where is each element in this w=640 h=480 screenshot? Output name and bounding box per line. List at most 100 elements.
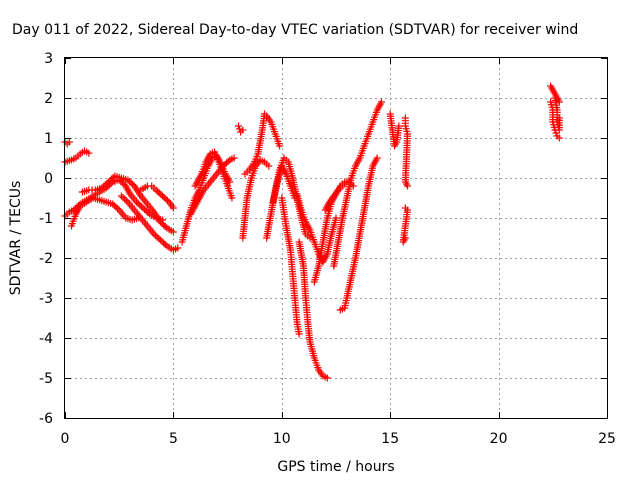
data-point xyxy=(161,241,169,248)
data-point xyxy=(169,204,177,212)
data-point xyxy=(122,197,130,204)
data-point xyxy=(160,194,168,201)
data-point xyxy=(224,158,232,165)
data-point xyxy=(133,198,141,206)
data-point xyxy=(144,209,152,216)
x-tick-label: 10 xyxy=(273,431,291,447)
data-point xyxy=(121,195,129,203)
series-arc-9 xyxy=(187,154,238,218)
data-point xyxy=(161,223,169,230)
series-arc-28 xyxy=(551,94,563,134)
data-point xyxy=(136,201,144,209)
series-arc-24 xyxy=(401,114,412,190)
data-point xyxy=(404,182,412,190)
data-point xyxy=(134,200,142,207)
series-arc-16 xyxy=(278,194,303,338)
x-tick-label: 0 xyxy=(61,431,70,447)
data-point xyxy=(234,122,242,130)
y-tick-label: -3 xyxy=(39,291,53,307)
data-point xyxy=(228,194,236,202)
data-point xyxy=(295,330,303,338)
data-point xyxy=(153,233,161,241)
data-point xyxy=(152,232,160,239)
data-point xyxy=(119,194,127,201)
x-tick-label: 15 xyxy=(381,431,399,447)
data-point xyxy=(276,142,284,150)
data-point xyxy=(112,203,120,211)
y-tick-label: 0 xyxy=(44,171,53,187)
y-tick-label: 3 xyxy=(44,51,53,67)
data-point xyxy=(160,221,168,229)
data-point xyxy=(150,230,158,238)
data-point xyxy=(99,183,107,190)
series-arc-10 xyxy=(191,148,236,202)
data-point xyxy=(332,214,340,222)
data-point xyxy=(401,234,409,242)
data-point xyxy=(157,191,165,198)
x-tick-label: 5 xyxy=(169,431,178,447)
data-point xyxy=(108,175,116,183)
data-point xyxy=(163,197,171,204)
y-tick-label: -5 xyxy=(39,371,53,387)
data-point xyxy=(127,179,135,187)
data-point xyxy=(156,218,164,226)
data-point xyxy=(124,176,132,184)
series-arc-4 xyxy=(68,194,143,230)
data-points xyxy=(61,82,563,382)
data-point xyxy=(555,114,563,122)
data-point xyxy=(159,192,167,200)
data-point xyxy=(395,122,403,130)
y-tick-label: -2 xyxy=(39,251,53,267)
data-point xyxy=(139,204,147,212)
series-arc-2 xyxy=(61,147,93,166)
data-point xyxy=(103,180,111,187)
data-point xyxy=(109,200,117,208)
data-point xyxy=(555,134,563,142)
data-point xyxy=(174,244,182,252)
data-point xyxy=(154,188,162,195)
data-point xyxy=(239,126,247,134)
data-point xyxy=(101,181,109,189)
data-point xyxy=(265,162,273,170)
y-tick-label: 2 xyxy=(44,91,53,107)
data-point xyxy=(552,129,560,137)
data-point xyxy=(142,207,150,215)
y-axis-tick-labels: -6 -5 -4 -3 -2 -1 0 1 2 3 xyxy=(39,51,53,427)
data-point xyxy=(378,98,386,106)
series-arc-13 xyxy=(241,110,284,178)
data-point xyxy=(155,189,163,197)
series-arc-7 xyxy=(137,182,177,212)
data-point xyxy=(343,178,351,186)
data-point xyxy=(169,228,177,236)
series-arc-25 xyxy=(399,204,412,246)
data-point xyxy=(236,125,244,133)
data-point xyxy=(349,182,357,190)
x-tick-label: 25 xyxy=(598,431,616,447)
data-point xyxy=(323,374,331,382)
data-point xyxy=(118,179,126,187)
data-point xyxy=(223,159,231,167)
data-point xyxy=(555,98,563,106)
series-arc-27 xyxy=(547,98,563,142)
data-point xyxy=(158,238,166,245)
data-point xyxy=(155,235,163,242)
y-tick-label: 1 xyxy=(44,131,53,147)
chart-title: Day 011 of 2022, Sidereal Day-to-day VTE… xyxy=(12,22,578,38)
data-point xyxy=(137,203,145,210)
x-tick-label: 20 xyxy=(490,431,508,447)
x-axis-tick-labels: 0 5 10 15 20 25 xyxy=(61,431,616,447)
data-point xyxy=(141,206,149,213)
series-arc-15 xyxy=(269,162,299,206)
data-point xyxy=(230,154,238,162)
data-point xyxy=(117,192,125,200)
series-arc-6 xyxy=(117,192,182,254)
series-arc-20 xyxy=(336,154,381,314)
data-point xyxy=(152,186,160,194)
data-point xyxy=(98,184,106,192)
series-arc-21 xyxy=(330,98,386,270)
axis-ticks xyxy=(65,58,608,419)
data-point xyxy=(162,195,170,203)
data-point xyxy=(373,154,381,162)
data-point xyxy=(85,149,93,157)
